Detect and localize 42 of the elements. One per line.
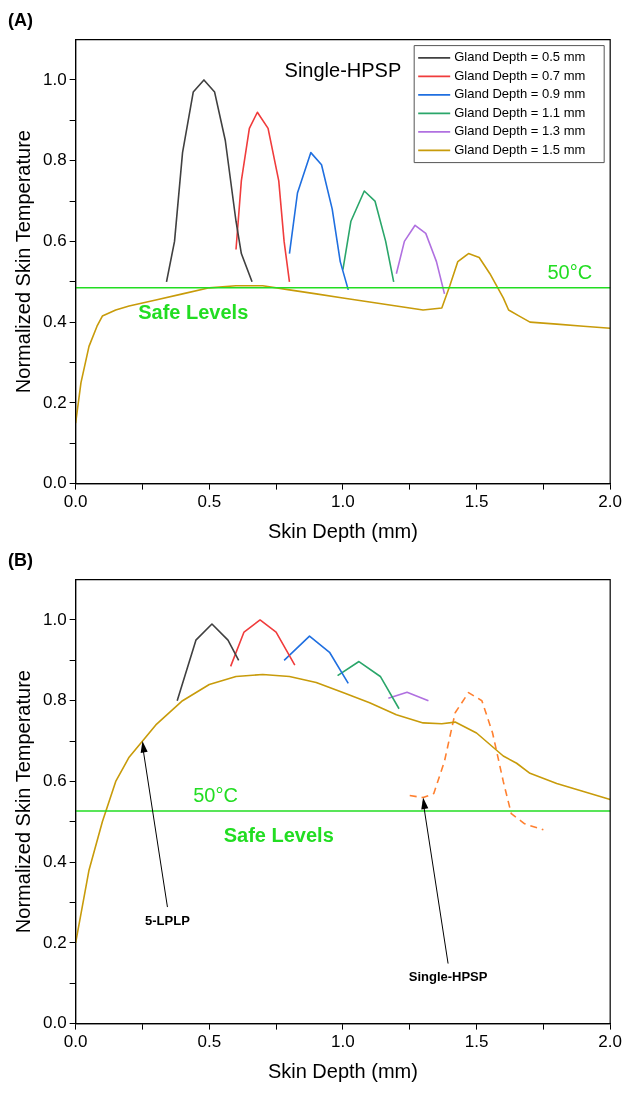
annotation: Single-HPSP xyxy=(408,969,488,985)
y-tick-label: 0.4 xyxy=(42,311,67,331)
annotation: Safe Levels xyxy=(138,301,249,324)
line-series xyxy=(408,691,545,831)
y-tick-label: 0.0 xyxy=(42,1013,67,1033)
y-tick-label: 0.8 xyxy=(42,690,67,710)
y-tick-label: 0.8 xyxy=(42,150,67,170)
x-axis-title: Skin Depth (mm) xyxy=(267,1059,418,1082)
x-tick-label: 1.0 xyxy=(331,1032,355,1052)
x-tick-label: 2.0 xyxy=(598,1032,622,1052)
annotation: Safe Levels xyxy=(223,824,334,847)
x-tick-label: 1.5 xyxy=(464,492,489,512)
y-tick-label: 0.4 xyxy=(42,851,67,871)
legend-label: Gland Depth = 0.7 mm xyxy=(454,67,586,83)
x-tick-label: 1.5 xyxy=(464,1032,489,1052)
ref-line-label: 50°C xyxy=(547,261,593,284)
ref-line-label: 50°C xyxy=(193,784,238,807)
annotation: 5-LPLP xyxy=(145,912,191,928)
y-tick-label: 1.0 xyxy=(42,69,67,89)
y-axis-title: Normalized Skin Temperature xyxy=(11,670,34,934)
text: Single-HPSP xyxy=(284,59,402,82)
y-tick-label: 0.2 xyxy=(42,392,67,412)
chart-title: (B) xyxy=(8,549,33,570)
x-tick-label: 0.0 xyxy=(63,1032,88,1052)
y-tick-label: 0.6 xyxy=(42,231,67,251)
legend-label: Gland Depth = 1.1 mm xyxy=(454,104,586,120)
x-tick-label: 2.0 xyxy=(598,492,622,512)
x-tick-label: 0.0 xyxy=(63,492,88,512)
y-tick-label: 0.0 xyxy=(42,473,67,493)
y-tick-label: 1.0 xyxy=(42,609,67,629)
x-axis-title: Skin Depth (mm) xyxy=(267,519,418,542)
x-tick-label: 0.5 xyxy=(197,1032,222,1052)
y-tick-label: 0.6 xyxy=(42,771,67,791)
legend-label: Gland Depth = 0.5 mm xyxy=(454,49,586,65)
x-tick-label: 1.0 xyxy=(331,492,355,512)
chart-title: (A) xyxy=(8,9,33,30)
legend-label: Gland Depth = 0.9 mm xyxy=(454,86,586,102)
legend-label: Gland Depth = 1.3 mm xyxy=(454,123,586,139)
x-tick-label: 0.5 xyxy=(197,492,222,512)
y-axis-title: Normalized Skin Temperature xyxy=(11,130,34,394)
y-tick-label: 0.2 xyxy=(42,932,67,952)
legend-label: Gland Depth = 1.5 mm xyxy=(454,141,586,157)
